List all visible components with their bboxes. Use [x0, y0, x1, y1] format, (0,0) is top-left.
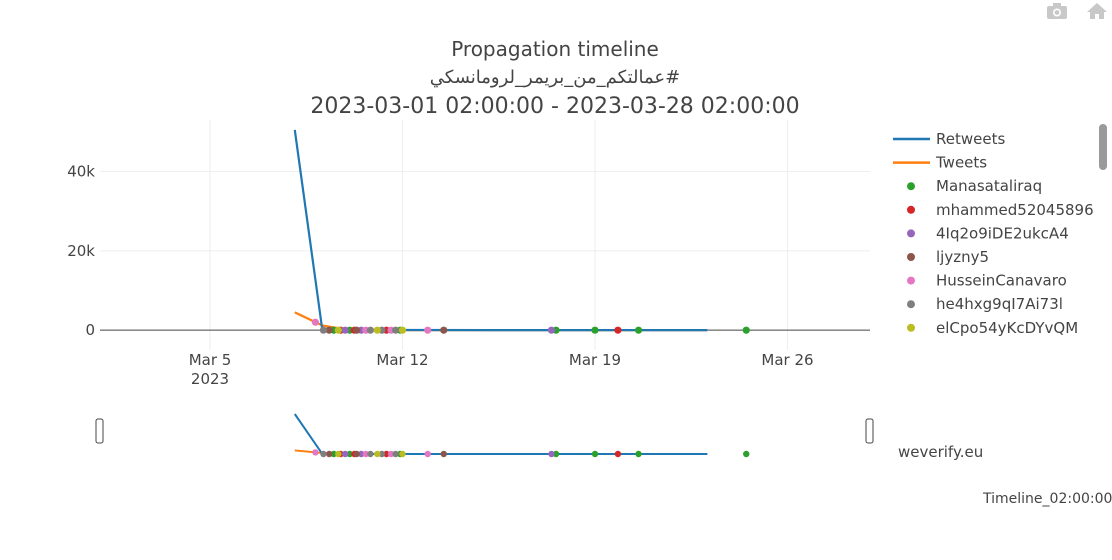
chart-date-range: 2023-03-01 02:00:00 - 2023-03-28 02:00:0… — [310, 94, 799, 119]
marker-point[interactable] — [742, 326, 750, 334]
legend-marker-swatch — [907, 229, 915, 238]
gridlines — [100, 120, 870, 350]
range-marker — [548, 450, 555, 458]
legend-marker-swatch — [907, 182, 915, 191]
legend-item[interactable]: elCpo54yKcDYvQM — [907, 319, 1078, 337]
legend-marker-swatch — [907, 300, 915, 309]
legend-label: elCpo54yKcDYvQM — [936, 319, 1078, 337]
legend-label: ljyzny5 — [936, 248, 989, 266]
chart-title: Propagation timeline — [451, 37, 659, 61]
legend-item[interactable]: Manasataliraq — [907, 177, 1042, 195]
range-marker — [342, 450, 349, 458]
marker-point[interactable] — [341, 326, 349, 334]
range-marker — [635, 450, 642, 458]
marker-point[interactable] — [334, 326, 342, 334]
range-marker — [440, 450, 447, 458]
range-handle-right[interactable] — [865, 418, 874, 444]
y-tick-label: 40k — [67, 163, 95, 181]
footer-caption: Timeline_عمالتكم_من_بريمر_لرومانسكي_2023… — [982, 491, 1112, 507]
series-line-retweets[interactable] — [293, 129, 708, 332]
range-marker — [392, 450, 399, 458]
legend-label: mhammed52045896 — [936, 201, 1094, 219]
legend-marker-swatch — [907, 323, 915, 332]
chart-hashtag-title: عمالتكم_من_بريمر_لرومانسكي# — [430, 67, 680, 88]
range-marker — [374, 450, 381, 458]
range-marker — [552, 450, 560, 458]
legend-marker-swatch — [907, 276, 915, 285]
marker-point[interactable] — [614, 326, 622, 334]
marker-point[interactable] — [325, 326, 333, 334]
legend-scrollbar[interactable] — [1099, 124, 1107, 170]
legend-item[interactable]: HusseinCanavaro — [907, 272, 1067, 290]
range-line — [293, 413, 708, 455]
camera-icon[interactable] — [1047, 3, 1067, 19]
marker-point[interactable] — [440, 326, 448, 334]
range-marker — [383, 450, 390, 458]
range-marker — [591, 450, 599, 458]
legend-item[interactable]: mhammed52045896 — [907, 201, 1094, 219]
range-marker — [399, 450, 406, 458]
range-marker — [320, 450, 327, 458]
marker-point[interactable] — [547, 326, 556, 334]
range-marker — [424, 450, 431, 458]
x-tick-label: Mar 12 — [376, 351, 428, 369]
range-marker — [330, 450, 337, 458]
legend-item[interactable]: ljyzny5 — [907, 248, 989, 266]
x-tick-label: Mar 26 — [761, 351, 813, 369]
marker-point[interactable] — [311, 318, 320, 326]
marker-point[interactable] — [366, 326, 375, 334]
range-marker — [325, 450, 333, 458]
legend-label: Tweets — [935, 154, 987, 172]
legend-label: Retweets — [936, 130, 1005, 148]
range-marker — [362, 450, 370, 458]
marker-point[interactable] — [398, 326, 407, 334]
legend-marker-swatch — [907, 253, 915, 261]
range-marker — [614, 450, 622, 458]
range-marker — [335, 450, 342, 458]
range-marker — [367, 450, 374, 458]
legend[interactable]: Retweets Tweets Manasataliraq mhammed520458… — [893, 130, 1094, 337]
range-marker — [346, 450, 353, 458]
legend-label: HusseinCanavaro — [936, 272, 1067, 290]
range-marker — [387, 450, 395, 458]
range-marker — [312, 449, 319, 456]
legend-item[interactable]: Retweets — [893, 130, 1005, 148]
x-tick-sublabel: 2023 — [191, 370, 229, 388]
range-slider[interactable] — [95, 413, 874, 458]
marker-point[interactable] — [424, 326, 432, 334]
y-tick-label: 20k — [67, 242, 95, 260]
plot-area[interactable] — [293, 129, 750, 334]
range-marker — [358, 450, 365, 458]
legend-label: Manasataliraq — [936, 177, 1042, 195]
x-tick-label: Mar 19 — [569, 351, 621, 369]
legend-marker-swatch — [907, 205, 915, 214]
range-marker — [378, 450, 386, 458]
watermark-text: weverify.eu — [898, 443, 983, 461]
marker-point[interactable] — [392, 326, 400, 334]
range-marker — [353, 450, 360, 458]
x-tick-label: Mar 5 — [189, 351, 232, 369]
marker-point[interactable] — [591, 326, 599, 334]
legend-label: 4Iq2o9iDE2ukcA4 — [936, 224, 1069, 242]
marker-point[interactable] — [634, 326, 643, 334]
marker-point[interactable] — [373, 326, 381, 334]
legend-item[interactable]: Tweets — [893, 154, 987, 172]
marker-point[interactable] — [319, 326, 328, 334]
legend-item[interactable]: he4hxg9qI7Ai73l — [907, 295, 1063, 313]
home-icon[interactable] — [1087, 3, 1107, 19]
range-handle-left[interactable] — [95, 418, 104, 444]
legend-item[interactable]: 4Iq2o9iDE2ukcA4 — [907, 224, 1069, 242]
legend-label: he4hxg9qI7Ai73l — [936, 295, 1063, 313]
marker-point[interactable] — [353, 326, 361, 334]
y-tick-label: 0 — [85, 321, 95, 339]
range-marker — [743, 450, 750, 458]
